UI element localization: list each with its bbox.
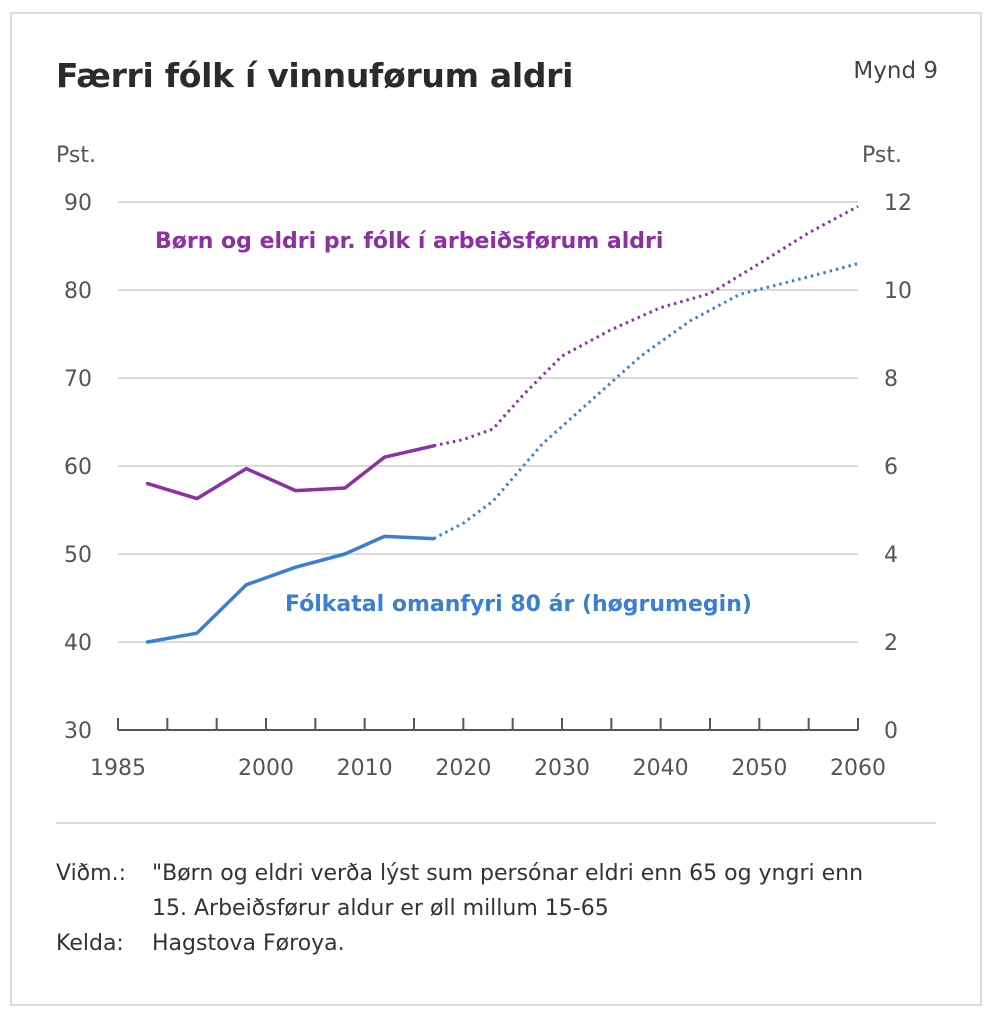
note-row: Viðm.: "Børn og eldri verða lýst sum per… [56, 856, 892, 926]
right-tick-label: 4 [884, 543, 898, 568]
line-chart: 1985 2000 2010 2020 2030 2040 2050 2060 9080706… [56, 143, 912, 781]
note-label: Viðm.: [56, 861, 126, 886]
footer-divider [56, 822, 936, 824]
left-tick-label: 40 [64, 631, 92, 656]
right-tick-label: 0 [884, 719, 898, 744]
right-tick-label: 2 [884, 631, 898, 656]
series-1-projection-line [433, 262, 859, 540]
left-tick-label: 80 [64, 279, 92, 304]
footnotes: Viðm.: "Børn og eldri verða lýst sum per… [56, 856, 892, 961]
left-tick-label: 50 [64, 543, 92, 568]
x-tick-label: 2030 [534, 756, 590, 781]
note-text: "Børn og eldri verða lýst sum persónar e… [152, 861, 864, 921]
left-tick-label: 90 [64, 191, 92, 216]
source-row: Kelda: Hagstova Føroya. [56, 926, 892, 961]
series-1-actual-line [145, 534, 436, 644]
right-axis: 12 10 8 6 4 2 0 [884, 191, 912, 744]
figure-frame [10, 12, 982, 1006]
left-tick-label: 30 [64, 719, 92, 744]
x-tick-label: 2060 [830, 756, 886, 781]
grid-lines [118, 201, 858, 643]
x-tick-label: 2020 [435, 756, 491, 781]
x-tick-label: 2040 [633, 756, 689, 781]
x-axis: 1985 2000 2010 2020 2030 2040 2050 2060 [90, 718, 886, 781]
x-tick-label: 2000 [238, 756, 294, 781]
series-0-actual-line [145, 444, 436, 501]
source-text: Hagstova Føroya. [152, 931, 345, 956]
right-tick-label: 12 [884, 191, 912, 216]
right-axis-unit: Pst. [862, 143, 902, 168]
right-tick-label: 10 [884, 279, 912, 304]
series-label-over-80: Fólkatal omanfyri 80 ár (høgrumegin) [285, 592, 752, 617]
series-lines [145, 205, 859, 644]
x-tick-label: 1985 [90, 756, 146, 781]
left-axis: 90 80 70 60 50 40 30 [64, 191, 92, 744]
right-tick-label: 6 [884, 455, 898, 480]
chart-title: Færri fólk í vinnuførum aldri [56, 56, 574, 95]
x-tick-label: 2050 [731, 756, 787, 781]
series-label-children-elderly: Børn og eldri pr. fólk í arbeiðsførum al… [155, 229, 663, 254]
left-tick-label: 60 [64, 455, 92, 480]
x-tick-label: 2010 [337, 756, 393, 781]
figure-number: Mynd 9 [853, 58, 938, 84]
left-tick-label: 70 [64, 367, 92, 392]
left-axis-unit: Pst. [56, 143, 96, 168]
right-tick-label: 8 [884, 367, 898, 392]
source-label: Kelda: [56, 931, 124, 956]
